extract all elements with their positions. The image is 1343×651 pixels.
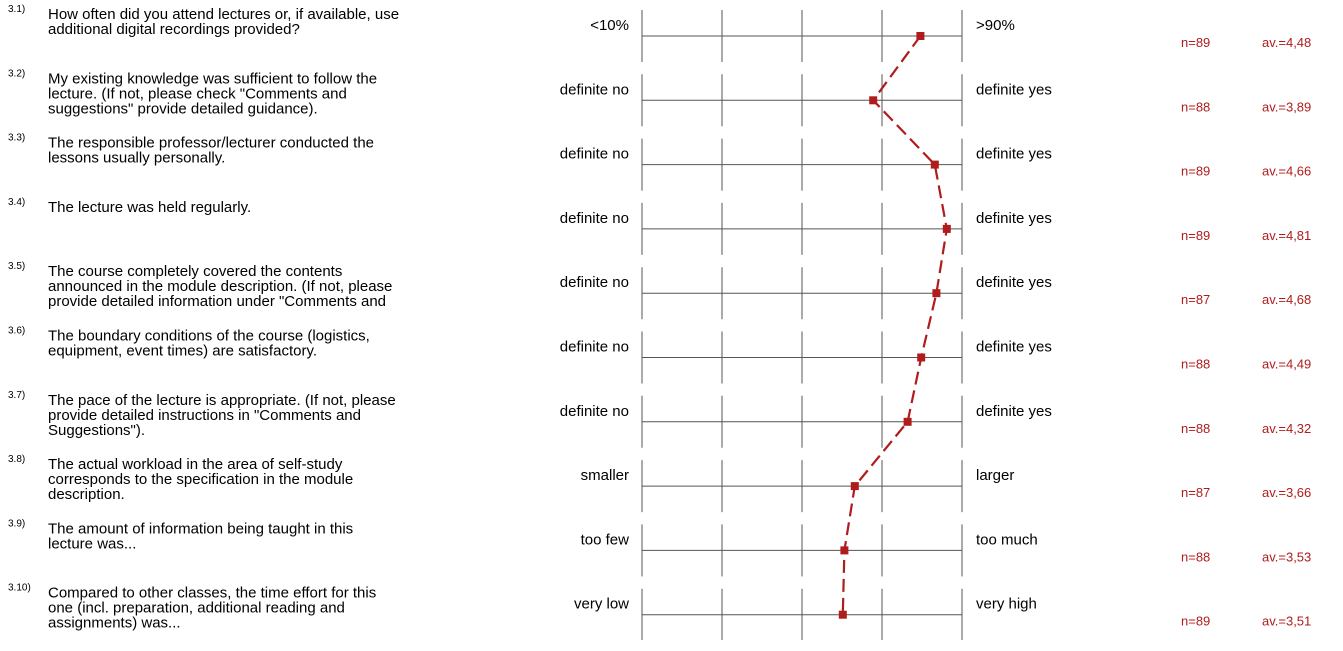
right-pole-label: larger	[976, 467, 1014, 484]
response-count: n=89	[1181, 228, 1210, 243]
question-text: suggestions" provide detailed guidance).	[48, 100, 318, 117]
left-pole-label: definite no	[560, 210, 629, 227]
left-pole-label: definite no	[560, 146, 629, 163]
data-point-3	[930, 160, 939, 169]
question-text: equipment, event times) are satisfactory…	[48, 343, 317, 360]
data-point-10	[838, 610, 847, 619]
question-number: 3.3)	[8, 133, 25, 144]
question-text: The lecture was held regularly.	[48, 199, 251, 216]
average-value: av.=3,66	[1262, 485, 1311, 500]
data-point-2	[869, 96, 878, 105]
left-pole-label: definite no	[560, 81, 629, 98]
question-number: 3.2)	[8, 68, 25, 79]
data-point-5	[932, 289, 941, 298]
response-count: n=88	[1181, 99, 1210, 114]
right-pole-label: definite yes	[976, 274, 1052, 291]
right-pole-label: definite yes	[976, 81, 1052, 98]
response-count: n=89	[1181, 614, 1210, 629]
left-pole-label: <10%	[590, 17, 629, 34]
left-pole-label: too few	[581, 531, 630, 548]
question-text: The responsible professor/lecturer condu…	[48, 135, 374, 152]
left-pole-label: smaller	[581, 467, 629, 484]
response-count: n=87	[1181, 485, 1210, 500]
question-text: lecture was...	[48, 535, 136, 552]
average-value: av.=4,66	[1262, 164, 1311, 179]
question-text: The pace of the lecture is appropriate. …	[48, 392, 396, 409]
question-number: 3.5)	[8, 261, 25, 272]
question-text: assignments) was...	[48, 615, 181, 632]
question-number: 3.1)	[8, 4, 25, 15]
average-value: av.=4,68	[1262, 292, 1311, 307]
response-count: n=89	[1181, 35, 1210, 50]
left-pole-label: definite no	[560, 403, 629, 420]
question-text: Compared to other classes, the time effo…	[48, 585, 376, 602]
question-number: 3.10)	[8, 583, 31, 594]
right-pole-label: definite yes	[976, 403, 1052, 420]
response-count: n=89	[1181, 164, 1210, 179]
average-value: av.=3,89	[1262, 99, 1311, 114]
profile-line	[841, 35, 948, 615]
response-count: n=88	[1181, 421, 1210, 436]
right-pole-label: definite yes	[976, 210, 1052, 227]
question-text: provide detailed information under "Comm…	[48, 293, 386, 310]
average-value: av.=4,81	[1262, 228, 1311, 243]
data-point-7	[903, 417, 912, 426]
average-value: av.=3,53	[1262, 549, 1311, 564]
question-text: one (incl. preparation, additional readi…	[48, 600, 345, 617]
question-text: The course completely covered the conten…	[48, 263, 342, 280]
response-count: n=87	[1181, 292, 1210, 307]
question-text: lessons usually personally.	[48, 150, 225, 167]
question-text: corresponds to the specification in the …	[48, 471, 353, 488]
question-number: 3.4)	[8, 197, 25, 208]
question-text: The boundary conditions of the course (l…	[48, 328, 370, 345]
question-text: How often did you attend lectures or, if…	[48, 6, 399, 23]
question-text: description.	[48, 486, 125, 503]
response-count: n=88	[1181, 357, 1210, 372]
average-value: av.=3,51	[1262, 614, 1311, 629]
data-point-1	[916, 32, 925, 40]
question-text: lecture. (If not, please check "Comments…	[48, 85, 347, 102]
left-pole-label: definite no	[560, 274, 629, 291]
average-value: av.=4,49	[1262, 357, 1311, 372]
question-text: Suggestions").	[48, 422, 145, 439]
data-point-8	[850, 482, 859, 491]
question-text: announced in the module description. (If…	[48, 278, 392, 295]
right-pole-label: too much	[976, 531, 1038, 548]
left-pole-label: very low	[574, 596, 629, 613]
question-number: 3.6)	[8, 326, 25, 337]
question-text: The amount of information being taught i…	[48, 520, 353, 537]
average-value: av.=4,48	[1262, 35, 1311, 50]
question-text: provide detailed instructions in "Commen…	[48, 407, 361, 424]
response-count: n=88	[1181, 549, 1210, 564]
left-pole-label: definite no	[560, 339, 629, 356]
question-text: The actual workload in the area of self-…	[48, 456, 343, 473]
question-number: 3.7)	[8, 390, 25, 401]
question-number: 3.8)	[8, 454, 25, 465]
data-point-6	[917, 353, 926, 362]
right-pole-label: definite yes	[976, 146, 1052, 163]
data-point-4	[942, 224, 951, 233]
question-number: 3.9)	[8, 518, 25, 529]
question-text: My existing knowledge was sufficient to …	[48, 70, 377, 87]
right-pole-label: definite yes	[976, 339, 1052, 356]
data-point-9	[840, 546, 849, 555]
right-pole-label: >90%	[976, 17, 1015, 34]
right-pole-label: very high	[976, 596, 1037, 613]
average-value: av.=4,32	[1262, 421, 1311, 436]
question-text: additional digital recordings provided?	[48, 21, 300, 38]
